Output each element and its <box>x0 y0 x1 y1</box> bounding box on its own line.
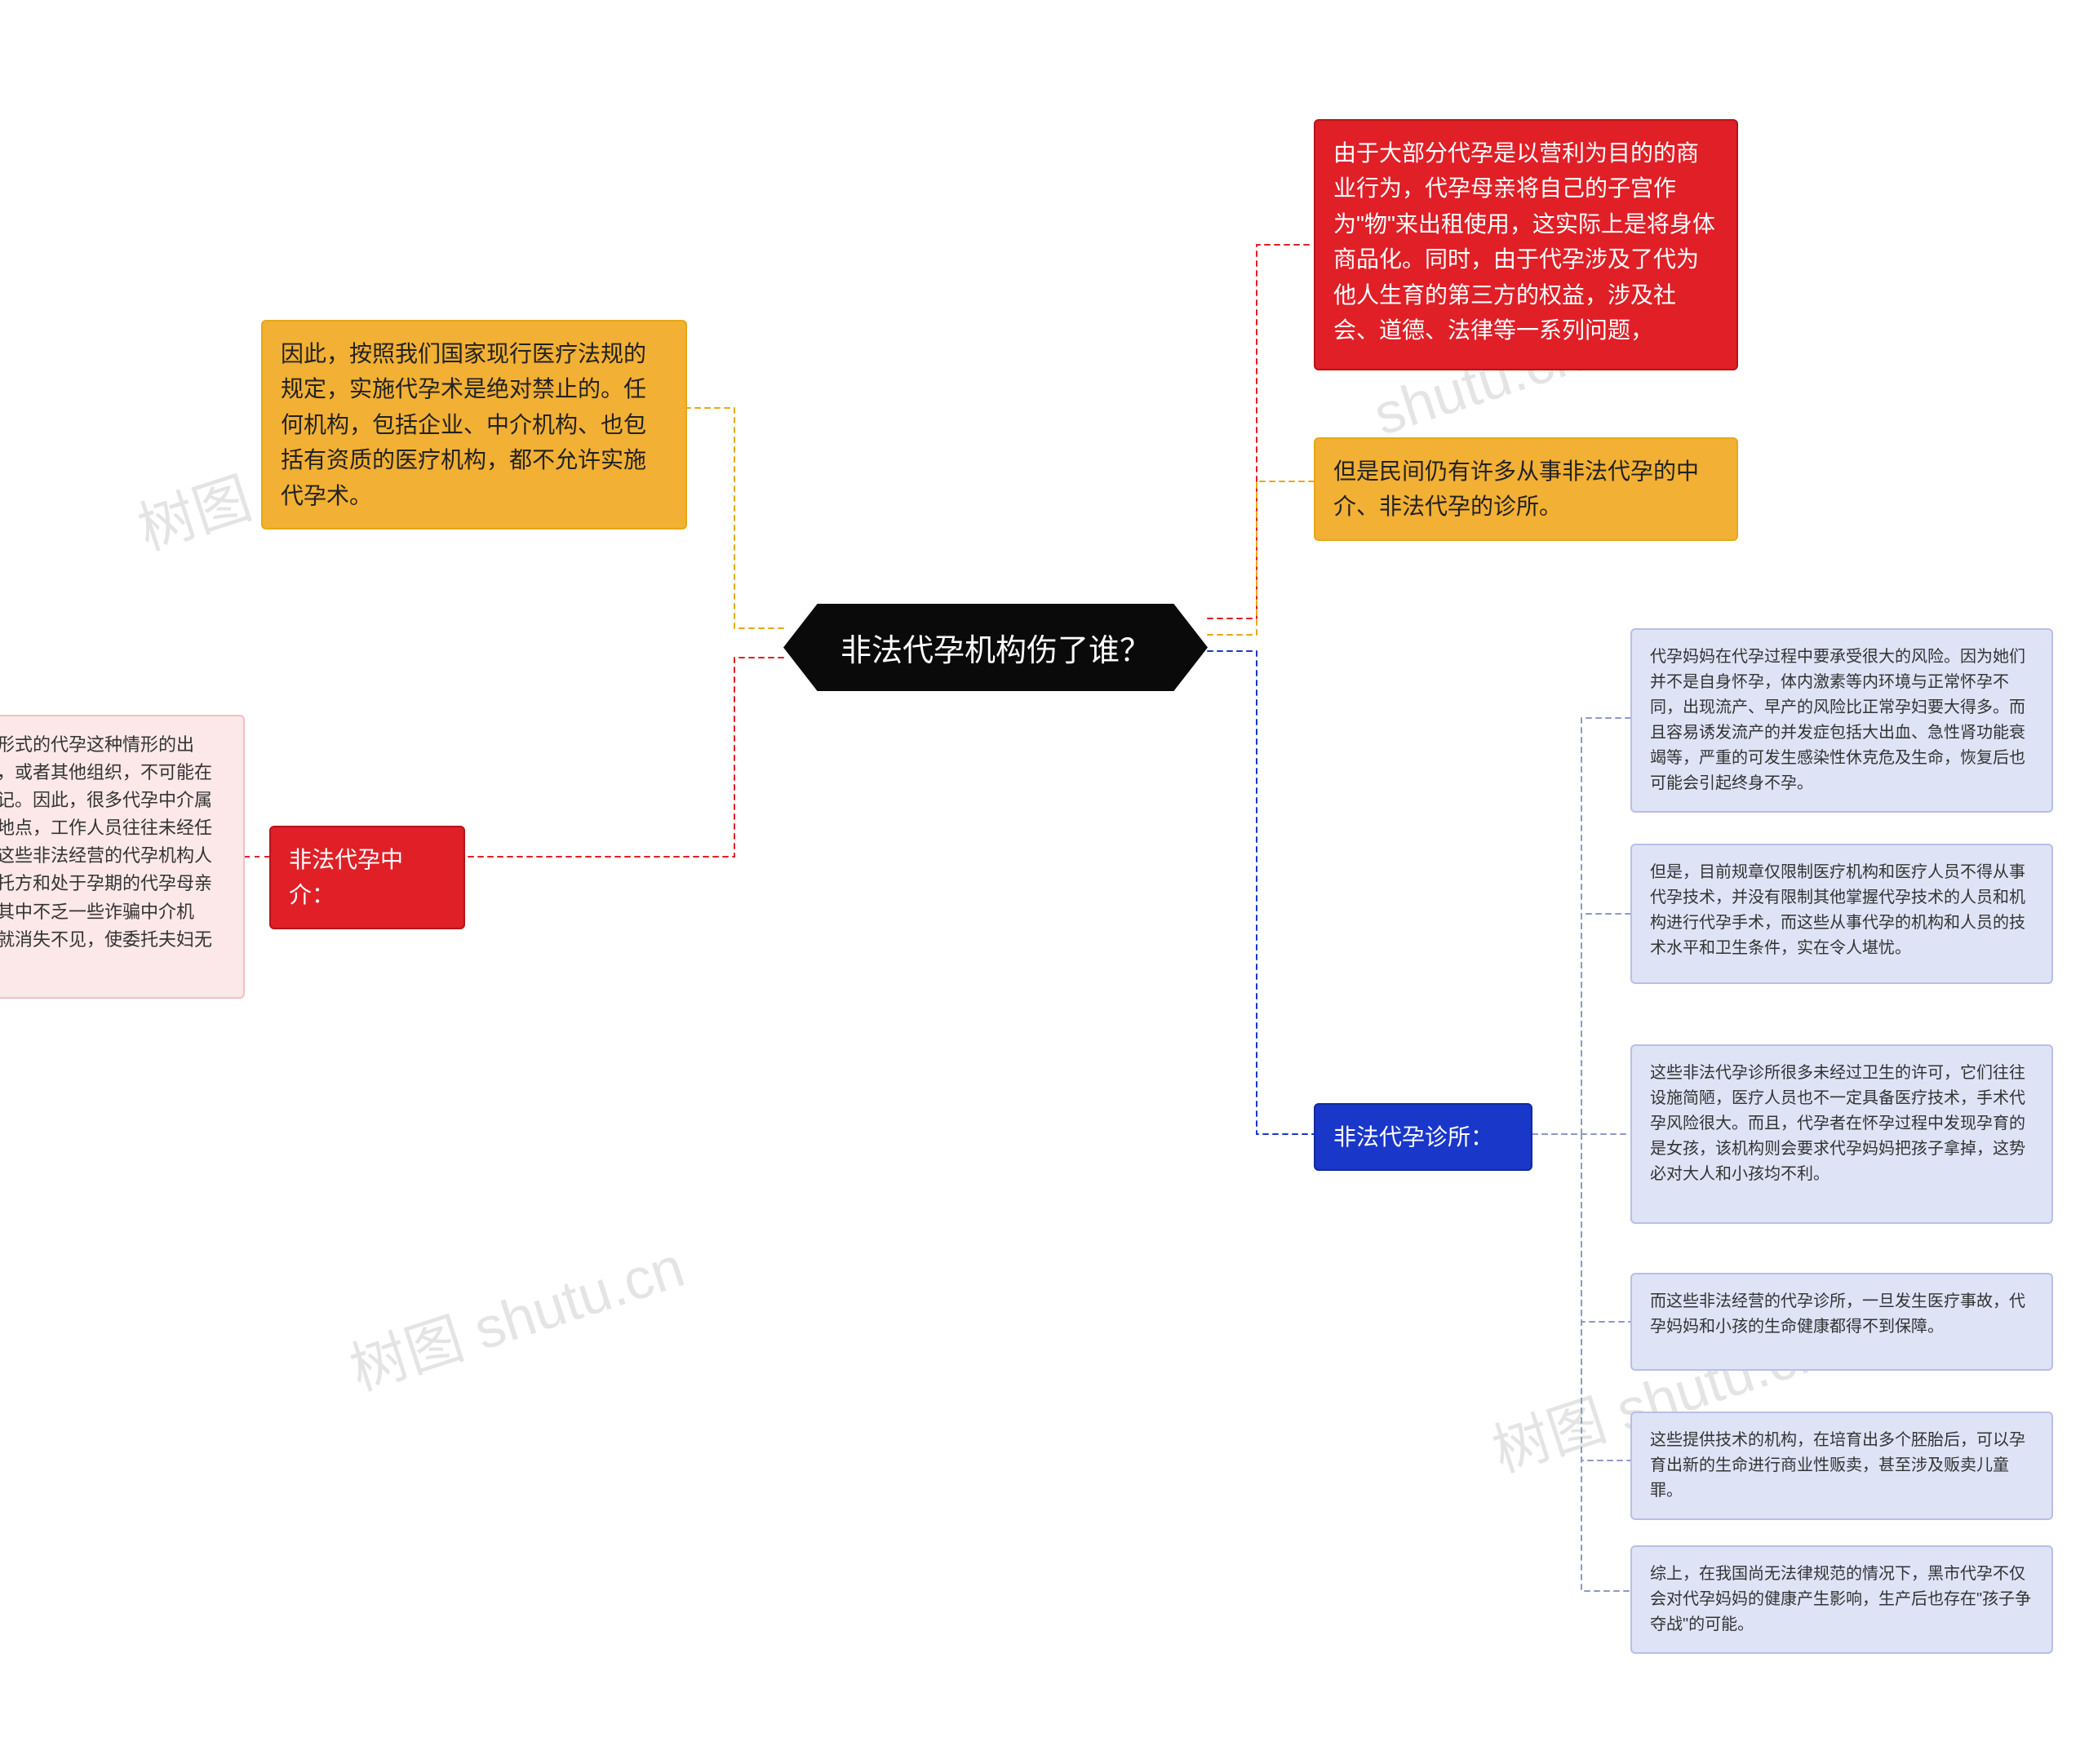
mindmap-node[interactable]: 综上，在我国尚无法律规范的情况下，黑市代孕不仅会对代孕妈妈的健康产生影响，生产后… <box>1630 1545 2053 1654</box>
mindmap-node[interactable]: 而这些非法经营的代孕诊所，一旦发生医疗事故，代孕妈妈和小孩的生命健康都得不到保障… <box>1630 1273 2053 1371</box>
mindmap-node[interactable]: 但是民间仍有许多从事非法代孕的中介、非法代孕的诊所。 <box>1314 437 1738 541</box>
mindmap-node-label: 中国目前阶段是禁止各种形式的代孕这种情形的出现，所以有关个人、单位，或者其他组织… <box>0 731 225 982</box>
mindmap-node-label: 代孕妈妈在代孕过程中要承受很大的风险。因为她们并不是自身怀孕，体内激素等内环境与… <box>1650 645 2034 796</box>
mindmap-node[interactable]: 这些提供技术的机构，在培育出多个胚胎后，可以孕育出新的生命进行商业性贩卖，甚至涉… <box>1630 1412 2053 1520</box>
mindmap-node-label: 而这些非法经营的代孕诊所，一旦发生医疗事故，代孕妈妈和小孩的生命健康都得不到保障… <box>1650 1289 2034 1340</box>
mindmap-stage: 树图 shutu.cn 树图 shutu.cn shutu.cn 树图 shut… <box>0 0 2089 1764</box>
mindmap-node[interactable]: 这些非法代孕诊所很多未经过卫生的许可，它们往往设施简陋，医疗人员也不一定具备医疗… <box>1630 1044 2053 1224</box>
root-node-label: 非法代孕机构伤了谁？ <box>840 634 1151 668</box>
mindmap-node[interactable]: 非法代孕中介： <box>269 826 465 929</box>
mindmap-node[interactable]: 非法代孕诊所： <box>1314 1103 1532 1171</box>
connector-line <box>1532 1134 1630 1591</box>
connector-line <box>465 658 783 857</box>
connector-line <box>1208 245 1314 618</box>
mindmap-node[interactable]: 但是，目前规章仅限制医疗机构和医疗人员不得从事代孕技术，并没有限制其他掌握代孕技… <box>1630 844 2053 984</box>
mindmap-node[interactable]: 代孕妈妈在代孕过程中要承受很大的风险。因为她们并不是自身怀孕，体内激素等内环境与… <box>1630 628 2053 813</box>
connector-line <box>1532 1134 1630 1460</box>
connector-line <box>1532 1134 1630 1322</box>
mindmap-node-label: 由于大部分代孕是以营利为目的的商业行为，代孕母亲将自己的子宫作为"物"来出租使用… <box>1333 135 1719 348</box>
mindmap-node[interactable]: 因此，按照我们国家现行医疗法规的规定，实施代孕术是绝对禁止的。任何机构，包括企业… <box>261 320 687 530</box>
mindmap-node-label: 非法代孕诊所： <box>1333 1119 1513 1155</box>
connector-line <box>687 408 783 628</box>
watermark: 树图 shutu.cn <box>339 1221 694 1407</box>
mindmap-node-label: 因此，按照我们国家现行医疗法规的规定，实施代孕术是绝对禁止的。任何机构，包括企业… <box>281 336 668 513</box>
root-node[interactable]: 非法代孕机构伤了谁？ <box>783 604 1208 691</box>
connector-line <box>1532 914 1630 1134</box>
connector-line <box>1208 481 1314 635</box>
mindmap-node-label: 这些提供技术的机构，在培育出多个胚胎后，可以孕育出新的生命进行商业性贩卖，甚至涉… <box>1650 1428 2034 1504</box>
connector-line <box>1208 651 1314 1134</box>
mindmap-node-label: 但是，目前规章仅限制医疗机构和医疗人员不得从事代孕技术，并没有限制其他掌握代孕技… <box>1650 860 2034 961</box>
mindmap-node-label: 这些非法代孕诊所很多未经过卫生的许可，它们往往设施简陋，医疗人员也不一定具备医疗… <box>1650 1061 2034 1187</box>
mindmap-node[interactable]: 由于大部分代孕是以营利为目的的商业行为，代孕母亲将自己的子宫作为"物"来出租使用… <box>1314 119 1738 370</box>
connector-line <box>1532 718 1630 1134</box>
mindmap-node-label: 非法代孕中介： <box>289 842 446 913</box>
mindmap-node-label: 综上，在我国尚无法律规范的情况下，黑市代孕不仅会对代孕妈妈的健康产生影响，生产后… <box>1650 1562 2034 1638</box>
mindmap-node[interactable]: 中国目前阶段是禁止各种形式的代孕这种情形的出现，所以有关个人、单位，或者其他组织… <box>0 715 245 999</box>
mindmap-node-label: 但是民间仍有许多从事非法代孕的中介、非法代孕的诊所。 <box>1333 454 1719 525</box>
